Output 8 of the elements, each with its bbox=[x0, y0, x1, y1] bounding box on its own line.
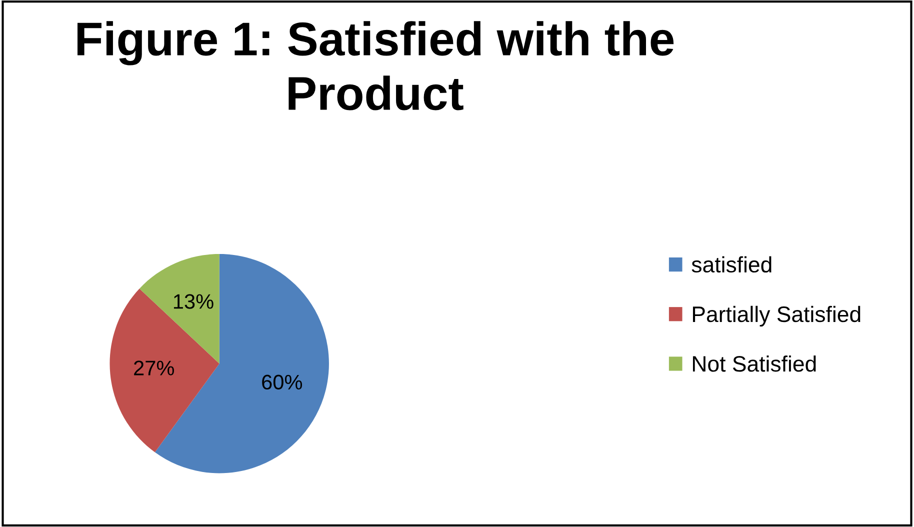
data-label: 27% bbox=[134, 360, 174, 376]
legend-label: Partially Satisfied bbox=[692, 306, 860, 327]
data-label: 13% bbox=[174, 294, 214, 309]
legend-label: satisfied bbox=[692, 256, 772, 273]
data-label: 60% bbox=[262, 374, 302, 390]
pie-slice bbox=[110, 288, 220, 452]
legend-label: Not Satisfied bbox=[692, 355, 816, 372]
chart-title: Figure 1: Satisfied with the Product bbox=[78, 21, 674, 110]
